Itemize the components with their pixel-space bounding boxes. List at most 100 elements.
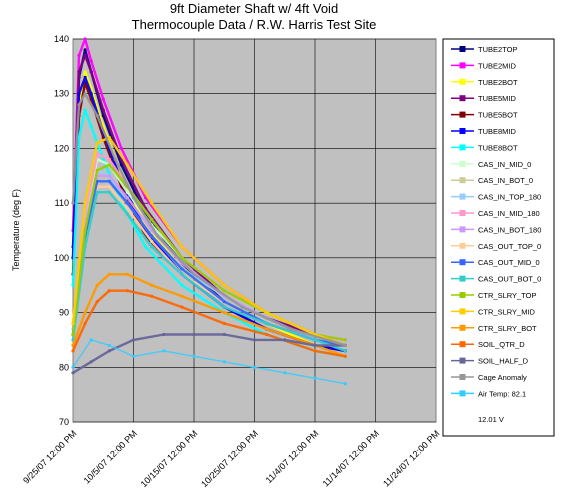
data-point <box>313 349 317 353</box>
data-point <box>89 59 93 63</box>
y-axis: 70 80 90 100 110 120 130 140 <box>54 34 69 427</box>
legend-swatch-marker <box>459 275 466 282</box>
legend-swatch-marker <box>459 259 466 266</box>
data-point <box>89 70 93 74</box>
data-point <box>107 349 111 353</box>
data-point <box>313 343 317 347</box>
x-tick-label: 10/5/07 12:00 PM <box>82 428 139 485</box>
data-point <box>107 343 111 347</box>
data-point <box>252 365 257 369</box>
data-point <box>265 321 269 326</box>
y-tick-label: 70 <box>59 417 69 427</box>
data-point <box>343 354 347 358</box>
x-tick-label: 10/25/07 12:00 PM <box>199 428 260 489</box>
plot-series <box>71 37 347 386</box>
data-point <box>150 201 154 205</box>
legend-entry: CTR_SLRY_TOP <box>478 291 537 300</box>
data-point <box>77 70 81 74</box>
data-point <box>71 201 75 205</box>
data-point <box>71 321 75 326</box>
legend-swatch-marker <box>459 95 466 102</box>
data-point <box>180 256 184 260</box>
data-point <box>107 157 111 161</box>
data-point <box>125 272 129 276</box>
legend-entry: CAS_OUT_BOT_0 <box>478 275 541 284</box>
legend-swatch-marker <box>459 226 466 233</box>
data-point <box>222 311 226 315</box>
data-point <box>313 376 317 380</box>
legend-entry: CTR_SLRY_BOT <box>478 324 537 333</box>
data-point <box>107 272 111 276</box>
data-point <box>95 283 99 287</box>
legend-swatch-marker <box>459 242 466 249</box>
y-axis-title: Temperature (deg F) <box>11 189 21 271</box>
legend-swatch-marker <box>459 177 466 184</box>
legend-swatch-marker <box>459 160 466 167</box>
data-point <box>107 135 111 140</box>
y-tick-label: 130 <box>54 89 69 99</box>
legend-entry: CAS_OUT_MID_0 <box>478 258 540 267</box>
legend-entry: SOIL_HALF_D <box>478 357 529 366</box>
data-point <box>113 157 117 161</box>
legend-entry: TUBE2MID <box>478 61 517 70</box>
data-point <box>150 294 154 298</box>
legend-box <box>442 38 555 437</box>
data-point <box>343 349 347 353</box>
data-point <box>89 92 93 96</box>
legend-entry: CAS_IN_MID_180 <box>478 209 540 218</box>
data-point <box>95 179 99 183</box>
x-tick-label: 11/24/07 12:00 PM <box>381 428 441 488</box>
y-tick-label: 110 <box>55 198 69 208</box>
data-point <box>71 332 75 337</box>
legend-swatch-marker <box>459 144 466 151</box>
legend-entry: CTR_SLRY_MID <box>478 307 536 316</box>
data-point <box>192 332 196 337</box>
data-point <box>150 283 154 287</box>
data-point <box>162 332 166 337</box>
data-point <box>150 234 154 238</box>
legend-swatch-marker <box>459 193 466 200</box>
data-point <box>89 338 93 342</box>
data-point <box>89 124 93 129</box>
legend-entry: CAS_OUT_TOP_0 <box>478 242 541 251</box>
data-point <box>289 327 293 331</box>
data-point <box>83 311 87 315</box>
data-point <box>252 338 257 342</box>
data-point <box>180 294 184 298</box>
data-point <box>144 245 148 249</box>
data-point <box>150 239 154 243</box>
data-point <box>89 360 93 364</box>
data-point <box>125 196 129 200</box>
data-point <box>95 300 99 304</box>
data-point <box>77 53 81 58</box>
data-point <box>222 283 226 287</box>
y-tick-label: 100 <box>54 253 69 263</box>
data-point <box>83 70 87 74</box>
data-point <box>95 168 99 172</box>
data-point <box>192 354 196 358</box>
data-point <box>131 196 136 200</box>
chart-title: 9ft Diameter Shaft w/ 4ft Void <box>170 1 338 16</box>
data-point <box>240 305 244 309</box>
data-point <box>83 321 87 326</box>
data-point <box>180 267 184 271</box>
data-point <box>265 327 269 331</box>
gridlines <box>73 38 436 423</box>
data-point <box>222 300 226 304</box>
data-point <box>71 371 75 375</box>
x-tick-label: 9/25/07 12:00 PM <box>21 428 78 485</box>
legend-swatch-marker <box>459 357 466 364</box>
y-tick-label: 120 <box>54 143 69 153</box>
legend-swatch-marker <box>459 46 466 52</box>
data-point <box>283 371 287 375</box>
data-point <box>192 272 196 276</box>
y-tick-label: 140 <box>54 34 69 44</box>
data-point <box>180 272 184 276</box>
data-point <box>101 108 105 112</box>
data-point <box>150 245 154 249</box>
data-point <box>125 289 129 293</box>
data-point <box>222 360 226 364</box>
data-point <box>180 245 184 249</box>
legend-entry: SOIL_QTR_D <box>478 340 525 349</box>
